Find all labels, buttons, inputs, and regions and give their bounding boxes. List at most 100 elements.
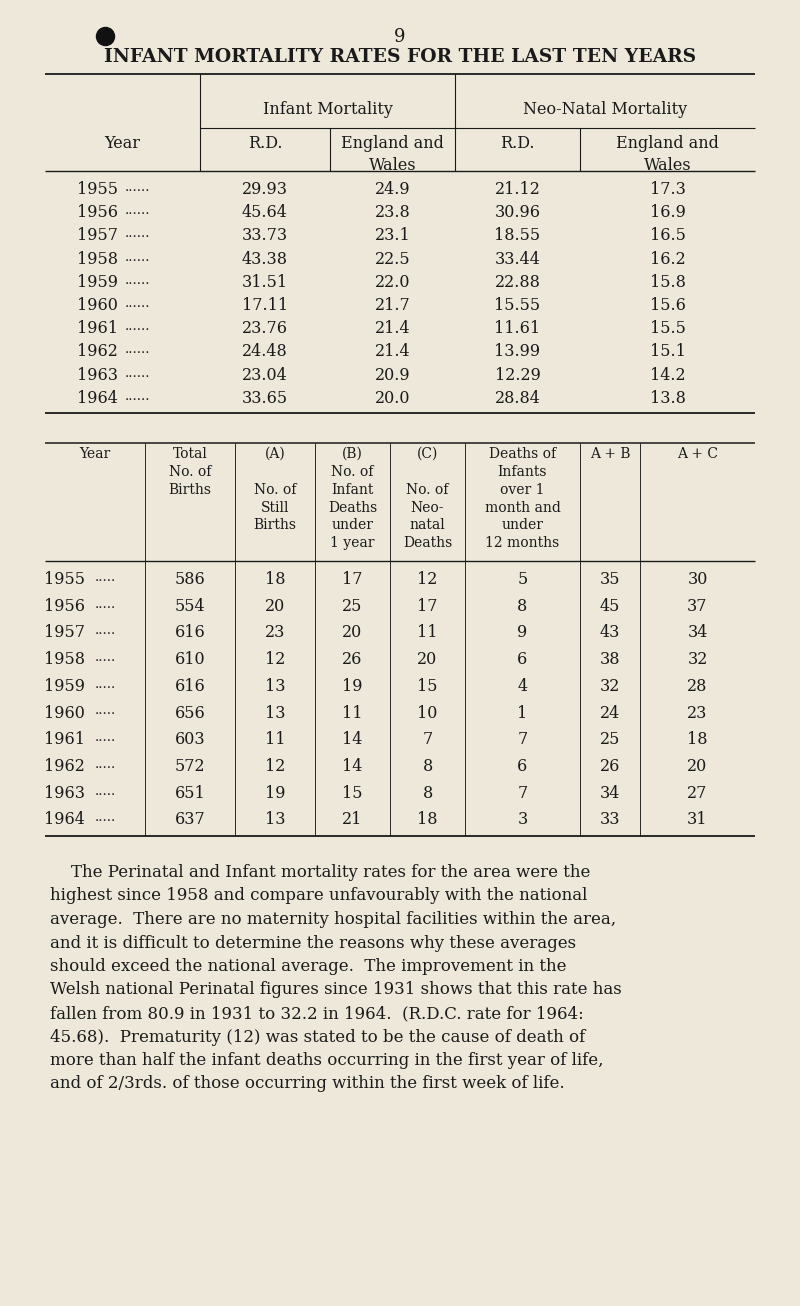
Text: 21.12: 21.12	[494, 182, 541, 199]
Text: 13: 13	[265, 811, 286, 828]
Text: 9: 9	[518, 624, 528, 641]
Text: 16.2: 16.2	[650, 251, 686, 268]
Text: 14: 14	[342, 731, 362, 748]
Text: 17.3: 17.3	[650, 182, 686, 199]
Text: average.  There are no maternity hospital facilities within the area,: average. There are no maternity hospital…	[50, 912, 616, 929]
Text: 18: 18	[265, 571, 286, 588]
Text: fallen from 80.9 in 1931 to 32.2 in 1964.  (R.D.C. rate for 1964:: fallen from 80.9 in 1931 to 32.2 in 1964…	[50, 1006, 584, 1023]
Text: 11.61: 11.61	[494, 320, 541, 337]
Text: 12: 12	[265, 757, 285, 774]
Text: 29.93: 29.93	[242, 182, 288, 199]
Text: 13.99: 13.99	[494, 343, 541, 360]
Text: more than half the infant deaths occurring in the first year of life,: more than half the infant deaths occurri…	[50, 1053, 603, 1070]
Text: Year: Year	[105, 135, 141, 151]
Text: 1957: 1957	[44, 624, 85, 641]
Text: 45.64: 45.64	[242, 204, 288, 221]
Text: 1964: 1964	[44, 811, 85, 828]
Text: 12: 12	[265, 652, 285, 669]
Text: 18: 18	[687, 731, 708, 748]
Text: 10: 10	[418, 704, 438, 721]
Text: .....: .....	[95, 757, 116, 771]
Text: 33: 33	[600, 811, 620, 828]
Text: ......: ......	[125, 343, 150, 357]
Text: 1958: 1958	[44, 652, 85, 669]
Text: (C)

No. of
Neo-
natal
Deaths: (C) No. of Neo- natal Deaths	[403, 447, 452, 550]
Text: 20: 20	[342, 624, 362, 641]
Text: 8: 8	[422, 785, 433, 802]
Text: 17: 17	[418, 598, 438, 615]
Text: 16.9: 16.9	[650, 204, 686, 221]
Text: .....: .....	[95, 704, 116, 717]
Text: 30: 30	[687, 571, 708, 588]
Text: 1960: 1960	[44, 704, 85, 721]
Text: (A)

No. of
Still
Births: (A) No. of Still Births	[254, 447, 297, 533]
Text: 13: 13	[265, 678, 286, 695]
Text: .....: .....	[95, 678, 116, 691]
Text: 603: 603	[174, 731, 206, 748]
Text: 1961: 1961	[44, 731, 85, 748]
Text: 23.1: 23.1	[374, 227, 410, 244]
Text: 656: 656	[174, 704, 206, 721]
Text: 14.2: 14.2	[650, 367, 686, 384]
Text: 21.7: 21.7	[374, 296, 410, 313]
Text: 4: 4	[518, 678, 527, 695]
Text: INFANT MORTALITY RATES FOR THE LAST TEN YEARS: INFANT MORTALITY RATES FOR THE LAST TEN …	[104, 48, 696, 67]
Text: 33.44: 33.44	[494, 251, 541, 268]
Text: 34: 34	[600, 785, 620, 802]
Text: ......: ......	[125, 251, 150, 264]
Text: 6: 6	[518, 652, 528, 669]
Text: 3: 3	[518, 811, 528, 828]
Text: .....: .....	[95, 652, 116, 663]
Text: 1963: 1963	[77, 367, 118, 384]
Text: .....: .....	[95, 811, 116, 824]
Text: 43.38: 43.38	[242, 251, 288, 268]
Text: 15.5: 15.5	[650, 320, 686, 337]
Text: Welsh national Perinatal figures since 1931 shows that this rate has: Welsh national Perinatal figures since 1…	[50, 982, 622, 999]
Text: 25: 25	[600, 731, 620, 748]
Text: ......: ......	[125, 204, 150, 217]
Text: .....: .....	[95, 731, 116, 744]
Text: 24: 24	[600, 704, 620, 721]
Text: 1955: 1955	[77, 182, 118, 199]
Text: 20: 20	[265, 598, 285, 615]
Text: 17: 17	[342, 571, 362, 588]
Text: 20.9: 20.9	[374, 367, 410, 384]
Text: ......: ......	[125, 182, 150, 195]
Text: ......: ......	[125, 296, 150, 310]
Text: Infant Mortality: Infant Mortality	[262, 101, 393, 118]
Text: 19: 19	[265, 785, 286, 802]
Text: 23.04: 23.04	[242, 367, 288, 384]
Text: 616: 616	[174, 624, 206, 641]
Text: 11: 11	[265, 731, 286, 748]
Text: 45.68).  Prematurity (12) was stated to be the cause of death of: 45.68). Prematurity (12) was stated to b…	[50, 1029, 586, 1046]
Text: 20: 20	[687, 757, 708, 774]
Text: 35: 35	[600, 571, 620, 588]
Text: 43: 43	[600, 624, 620, 641]
Text: 1956: 1956	[77, 204, 118, 221]
Text: 7: 7	[518, 731, 528, 748]
Text: .....: .....	[95, 571, 116, 584]
Text: 5: 5	[518, 571, 528, 588]
Text: .....: .....	[95, 598, 116, 611]
Text: 45: 45	[600, 598, 620, 615]
Text: and of 2/3rds. of those occurring within the first week of life.: and of 2/3rds. of those occurring within…	[50, 1076, 565, 1093]
Text: 30.96: 30.96	[494, 204, 541, 221]
Text: 12: 12	[418, 571, 438, 588]
Text: 1: 1	[518, 704, 528, 721]
Text: 21.4: 21.4	[374, 343, 410, 360]
Text: 27: 27	[687, 785, 708, 802]
Text: 18: 18	[418, 811, 438, 828]
Text: 28.84: 28.84	[494, 389, 541, 406]
Text: A + C: A + C	[677, 447, 718, 461]
Text: 1962: 1962	[44, 757, 85, 774]
Text: 22.0: 22.0	[374, 274, 410, 291]
Text: 34: 34	[687, 624, 708, 641]
Text: 22.88: 22.88	[494, 274, 541, 291]
Text: 610: 610	[174, 652, 206, 669]
Text: 1964: 1964	[77, 389, 118, 406]
Text: 23.76: 23.76	[242, 320, 288, 337]
Text: 572: 572	[174, 757, 206, 774]
Text: 1959: 1959	[44, 678, 85, 695]
Text: and it is difficult to determine the reasons why these averages: and it is difficult to determine the rea…	[50, 935, 576, 952]
Text: 14: 14	[342, 757, 362, 774]
